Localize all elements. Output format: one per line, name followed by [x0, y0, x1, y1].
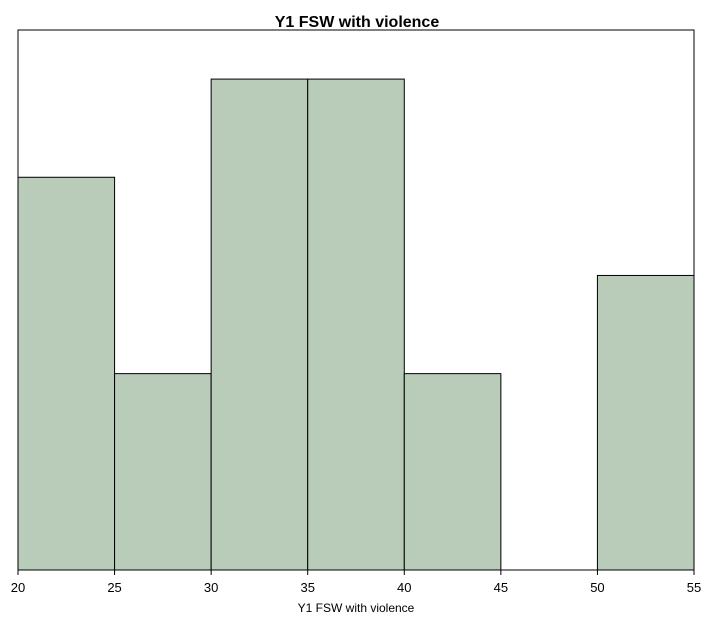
x-tick-label: 55: [687, 580, 701, 595]
histogram-bar: [210, 78, 309, 571]
histogram-bar: [17, 176, 116, 571]
x-tick-label: 20: [11, 580, 25, 595]
x-axis-label: Y1 FSW with violence: [298, 601, 415, 615]
histogram-bar: [403, 373, 502, 571]
x-tick-label: 45: [494, 580, 508, 595]
plot-frame-outline: [17, 29, 695, 571]
x-axis: 20 25 30 35 40 45 50 55: [11, 570, 701, 595]
x-tick-label: 40: [397, 580, 411, 595]
histogram-bar: [596, 274, 695, 571]
x-tick-label: 30: [204, 580, 218, 595]
x-tick-label: 35: [300, 580, 314, 595]
x-tick-label: 25: [107, 580, 121, 595]
bars-group: [17, 78, 695, 571]
histogram-bar: [114, 373, 212, 571]
histogram-bar: [307, 78, 405, 571]
chart-title: Y1 FSW with violence: [275, 14, 440, 31]
x-tick-label: 50: [590, 580, 604, 595]
